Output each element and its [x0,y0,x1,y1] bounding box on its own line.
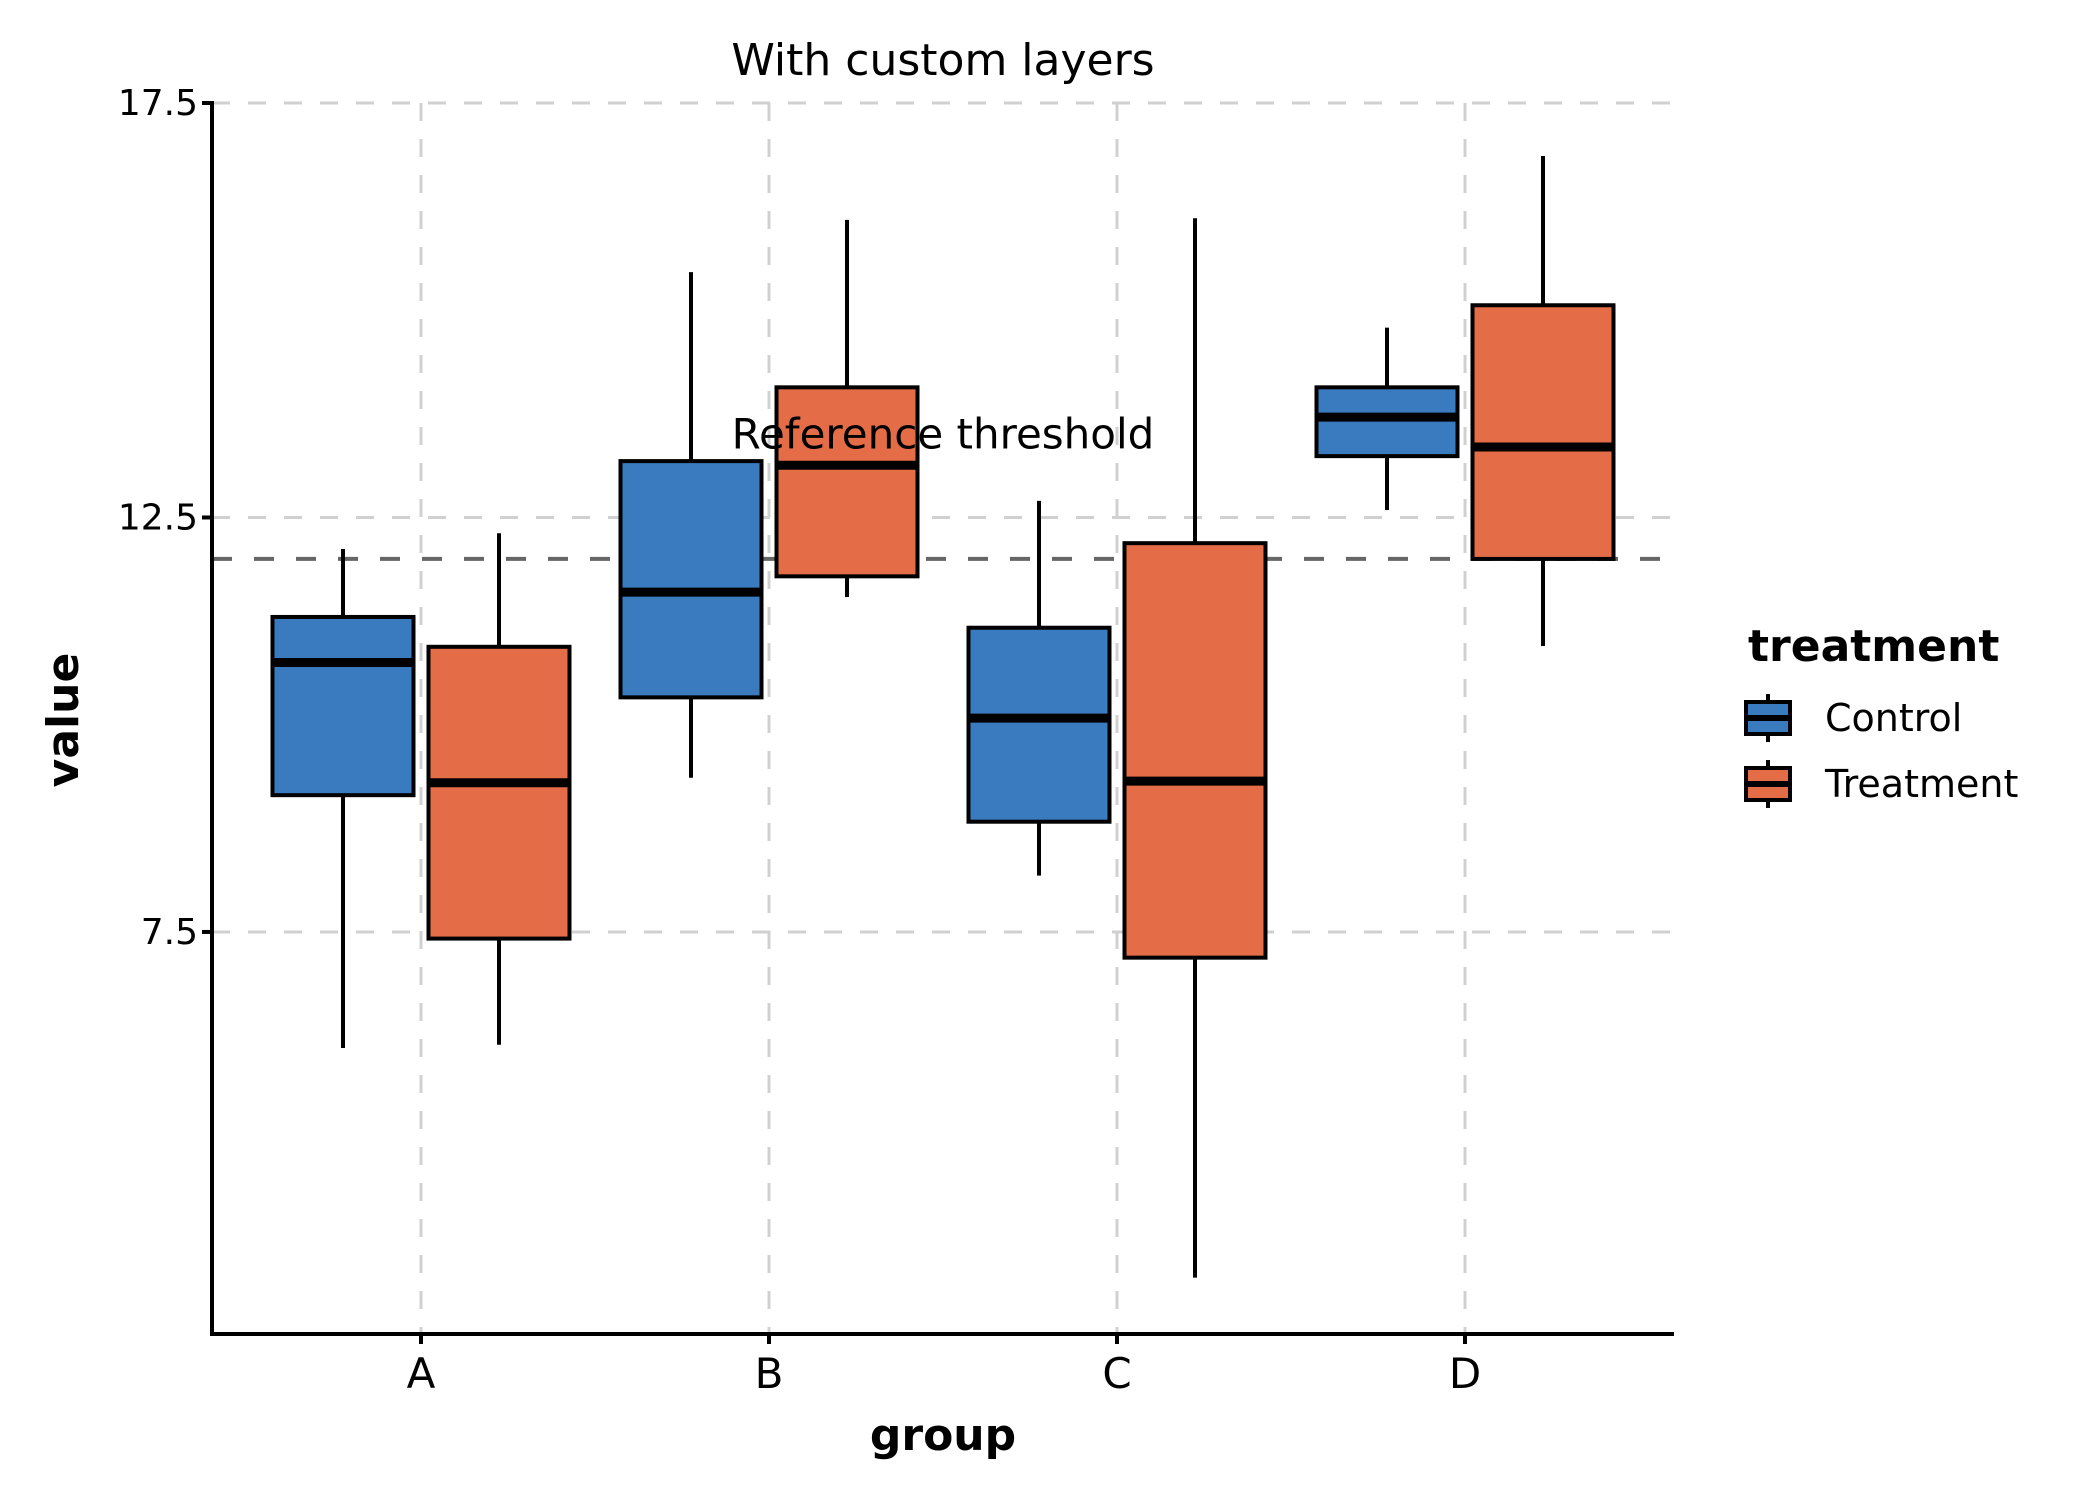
box-iqr [774,385,920,579]
box-iqr [1314,385,1460,459]
y-tick-label: 17.5 [118,83,198,124]
box-treatment-D [1470,156,1616,646]
legend-label: Treatment [1824,762,2018,806]
box-series [270,156,1616,1278]
box-iqr [1122,541,1268,960]
box-iqr [966,625,1112,824]
y-tick-label: 12.5 [118,497,198,538]
chart-title: With custom layers [731,35,1154,86]
y-tick-label: 7.5 [141,912,198,953]
box-treatment-B [774,219,920,598]
legend-label: Control [1825,696,1962,740]
legend-item-treatment: Treatment [1744,760,2018,808]
box-control-A [270,548,416,1049]
box-treatment-C [1122,218,1268,1278]
x-tick-label: B [755,1349,784,1398]
box-iqr [1470,303,1616,561]
legend-title: treatment [1748,621,1999,672]
box-iqr [618,459,764,700]
x-ticks: A B C D [407,1334,1481,1398]
box-control-B [618,272,764,778]
axes [210,101,1674,1336]
box-control-D [1314,327,1460,511]
x-tick-label: C [1102,1349,1131,1398]
y-axis-title: value [38,653,89,788]
box-control-C [966,500,1112,876]
x-tick-label: D [1449,1349,1481,1398]
y-ticks: 7.5 12.5 17.5 [118,83,212,953]
box-iqr [426,644,572,941]
reference-threshold-label: Reference threshold [732,410,1155,459]
grid-lines [212,101,1674,1334]
x-axis-title: group [870,1410,1016,1461]
legend: treatment Control Treatment [1744,621,2018,808]
box-iqr [270,614,416,798]
box-treatment-A [426,533,572,1045]
legend-item-control: Control [1744,694,1962,742]
x-tick-label: A [407,1349,436,1398]
